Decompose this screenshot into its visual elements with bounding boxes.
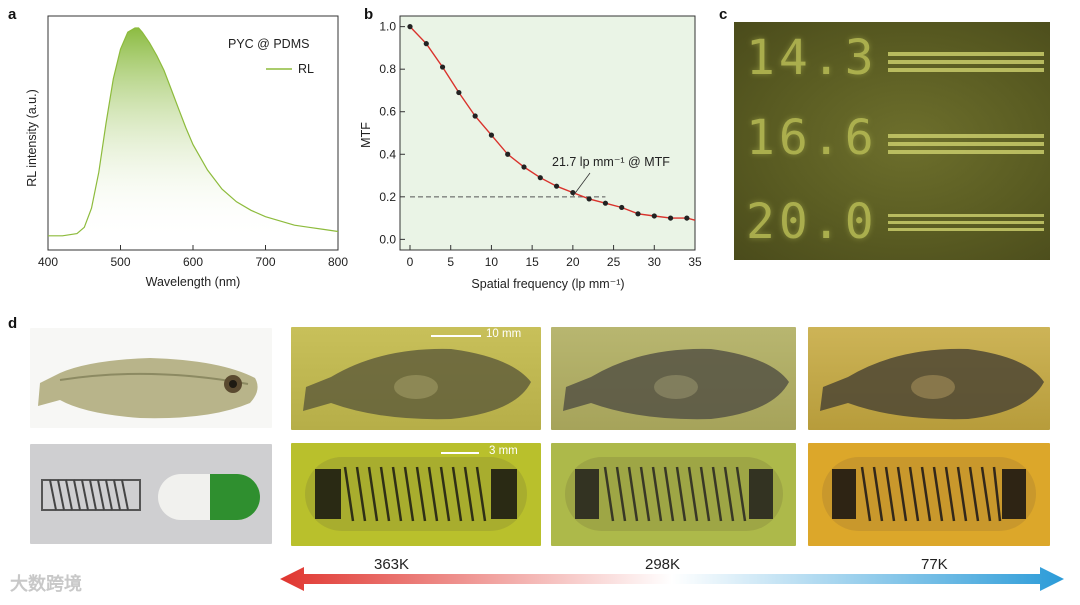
- xray-spring-363k: 3 mm: [291, 443, 541, 546]
- mtf-point: [521, 164, 527, 170]
- x-tick-label-b: 10: [485, 255, 499, 269]
- xray-spring-298k: [551, 443, 796, 546]
- mtf-point: [684, 215, 690, 221]
- mtf-point: [472, 113, 478, 119]
- mtf-annotation: 21.7 lp mm⁻¹ @ MTF: [552, 155, 670, 169]
- x-tick-label-a: 800: [328, 255, 348, 269]
- rl-spectrum-line: [48, 27, 339, 237]
- mtf-point: [456, 89, 462, 96]
- xray-fish-298k: [551, 327, 796, 430]
- mtf-point: [537, 175, 543, 181]
- legend-entry-rl: RL: [298, 62, 314, 76]
- rl-spectrum-fill: [48, 28, 338, 240]
- panel-label-d: d: [8, 315, 18, 332]
- temperature-gradient-arrow: [280, 567, 1064, 591]
- xray-fish-77k: [808, 327, 1050, 430]
- watermark: 大数跨境: [10, 574, 82, 594]
- fish-photo: [30, 328, 272, 428]
- resolution-label-14-3: 14.3: [746, 30, 878, 86]
- x-axis-label-b: Spatial frequency (lp mm⁻¹): [471, 277, 624, 291]
- mtf-point: [439, 64, 446, 70]
- y-tick-label-b: 0.6: [379, 105, 396, 119]
- scale-bar-spring-label: 3 mm: [489, 445, 518, 457]
- panel-label-c: c: [719, 6, 728, 23]
- rl-spectrum-chart: 400 500 600 700 800 Wavelength (nm) RL inten…: [25, 15, 348, 289]
- panel-label-a: a: [8, 6, 17, 23]
- x-tick-label-b: 5: [447, 255, 454, 269]
- y-tick-label-b: 0.2: [379, 190, 396, 204]
- temperature-label-298k: 298K: [645, 556, 681, 573]
- y-tick-label-b: 0.0: [379, 232, 396, 246]
- x-tick-label-b: 35: [688, 255, 702, 269]
- y-axis-label-a: RL intensity (a.u.): [25, 89, 39, 187]
- resolution-label-20-0: 20.0: [746, 194, 878, 250]
- annotation-leader: [572, 172, 591, 197]
- mtf-point: [667, 215, 674, 221]
- mtf-point: [651, 213, 657, 219]
- x-tick-label-a: 700: [255, 255, 275, 269]
- x-tick-label-b: 0: [407, 255, 414, 269]
- scale-bar-spring: [441, 452, 479, 454]
- panel-label-b: b: [364, 6, 374, 23]
- xray-spring-77k: [808, 443, 1050, 546]
- x-tick-label-b: 20: [566, 255, 580, 269]
- x-tick-label-b: 30: [648, 255, 662, 269]
- mtf-point: [488, 132, 495, 138]
- spring-capsule-photo: [30, 444, 272, 544]
- scale-bar-fish-label: 10 mm: [486, 328, 522, 340]
- legend-title: PYC @ PDMS: [228, 37, 309, 51]
- y-axis-label-b: MTF: [359, 122, 373, 148]
- plot-frame-b: [399, 15, 696, 251]
- x-axis-label-a: Wavelength (nm): [146, 275, 241, 289]
- x-tick-label-b: 15: [525, 255, 539, 269]
- y-tick-label-b: 0.8: [379, 62, 396, 76]
- scale-bar-fish: [431, 335, 481, 337]
- mtf-point: [423, 41, 429, 47]
- temperature-label-363k: 363K: [374, 556, 410, 573]
- mtf-point: [619, 204, 625, 211]
- x-tick-label-a: 500: [110, 255, 130, 269]
- mtf-point: [407, 24, 413, 30]
- x-tick-label-b: 25: [607, 255, 621, 269]
- line-pair-bars: [888, 52, 1044, 231]
- mtf-point: [635, 211, 641, 217]
- resolution-label-16-6: 16.6: [746, 110, 878, 166]
- mtf-point: [553, 183, 560, 189]
- x-tick-label-a: 400: [38, 255, 58, 269]
- mtf-point: [586, 196, 592, 202]
- temperature-label-77k: 77K: [921, 556, 948, 573]
- y-tick-label-b: 1.0: [379, 20, 396, 34]
- mtf-point: [602, 200, 609, 206]
- resolution-pattern-image: 14.3 16.6 20.0: [734, 22, 1050, 260]
- mtf-point: [505, 151, 511, 157]
- y-tick-label-b: 0.4: [379, 147, 396, 161]
- xray-fish-363k: 10 mm: [291, 327, 541, 430]
- x-tick-label-a: 600: [183, 255, 203, 269]
- mtf-chart: 0 5 10 15 20 25 30 35 0.0 0.2 0.4 0.6 0.8 1.0 21.7 lp…: [359, 15, 702, 291]
